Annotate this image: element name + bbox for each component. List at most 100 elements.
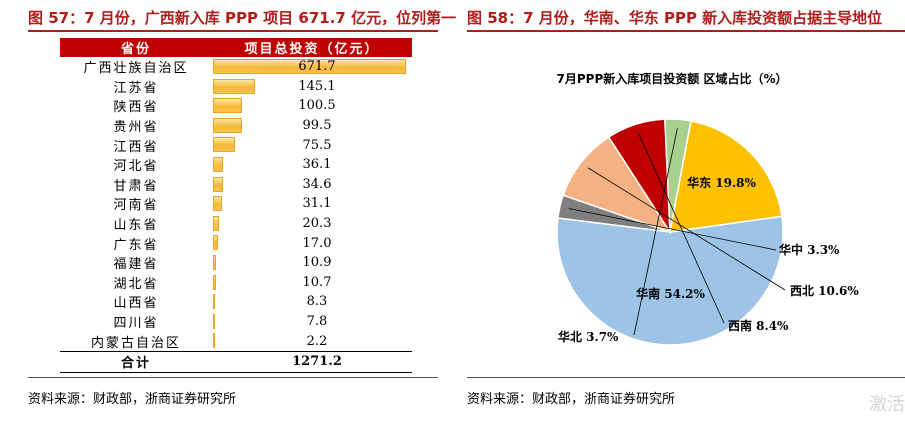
- investment-value: 10.9: [302, 255, 332, 271]
- province-cell: 江苏省: [113, 80, 159, 96]
- investment-value: 99.5: [302, 118, 332, 134]
- investment-cell: 145.1: [212, 77, 412, 97]
- pie-leader-line-华北: [633, 128, 678, 336]
- investment-bar: [213, 215, 219, 231]
- investment-value: 671.7: [298, 59, 336, 75]
- province-cell: 河北省: [113, 159, 159, 175]
- province-cell: 广东省: [113, 237, 159, 253]
- province-cell: 山西省: [113, 296, 159, 312]
- investment-bar: [213, 333, 215, 349]
- pie-slice-华东: [669, 120, 783, 233]
- investment-cell: 2.2: [212, 331, 412, 351]
- investment-value: 75.5: [302, 137, 332, 153]
- table-body: 广西壮族自治区 671.7 江苏省 145.1 陕西省 100.5 贵州省 99.5 江西省 75…: [60, 57, 412, 373]
- column-header-province: 省份: [60, 38, 212, 57]
- investment-cell: 100.5: [212, 96, 412, 116]
- table-row: 江苏省 145.1: [60, 77, 412, 97]
- pie-leader-line-华中: [568, 208, 777, 251]
- investment-value: 17.0: [302, 235, 332, 251]
- pie-leader-line-西北: [587, 167, 786, 291]
- right-title-rule: [467, 30, 905, 32]
- investment-bar: [213, 254, 217, 270]
- pie-slice-华南: [556, 215, 784, 346]
- pie-slice-西北: [562, 136, 672, 234]
- total-label: 合计: [60, 350, 212, 373]
- pie-label-华中: 华中 3.3%: [779, 242, 840, 257]
- table-row: 江西省 75.5: [60, 135, 412, 155]
- province-cell: 内蒙古自治区: [90, 335, 181, 351]
- total-row: 合计 1271.2: [60, 350, 412, 373]
- investment-bar: [213, 274, 217, 290]
- table-row: 山西省 8.3: [60, 292, 412, 312]
- province-cell: 四川省: [113, 316, 159, 332]
- right-bottom-rule: [467, 377, 905, 378]
- pie-label-华南: 华南 54.2%: [636, 286, 705, 301]
- pie-label-华北: 华北 3.7%: [558, 329, 619, 344]
- investment-cell: 99.5: [212, 116, 412, 136]
- pie-label-西南: 西南 8.4%: [728, 318, 789, 333]
- left-title-rule: [28, 30, 438, 32]
- table-row: 陕西省 100.5: [60, 96, 412, 116]
- investment-cell: 17.0: [212, 233, 412, 253]
- investment-cell: 20.3: [212, 214, 412, 234]
- right-figure-title: 图 58：7 月份，华南、华东 PPP 新入库投资额占据主导地位: [467, 9, 883, 27]
- total-value: 1271.2: [212, 350, 412, 373]
- pie-title: 7月PPP新入库项目投资额 区域占比（%）: [557, 71, 788, 86]
- investment-bar: [213, 235, 218, 251]
- investment-bar: [213, 98, 242, 114]
- left-bottom-rule: [28, 377, 438, 378]
- investment-bar: [213, 59, 406, 74]
- investment-cell: 31.1: [212, 194, 412, 214]
- table-row: 福建省 10.9: [60, 253, 412, 273]
- table-row: 河南省 31.1: [60, 194, 412, 214]
- table-row: 甘肃省 34.6: [60, 175, 412, 195]
- province-cell: 江西省: [113, 139, 159, 155]
- table-row: 河北省 36.1: [60, 155, 412, 175]
- table-row: 湖北省 10.7: [60, 273, 412, 293]
- investment-cell: 7.8: [212, 312, 412, 332]
- investment-value: 31.1: [302, 196, 332, 212]
- column-header-investment: 项目总投资（亿元）: [212, 38, 412, 57]
- province-cell: 广西壮族自治区: [83, 61, 189, 77]
- table-row: 四川省 7.8: [60, 312, 412, 332]
- investment-cell: 34.6: [212, 175, 412, 195]
- investment-bar: [213, 176, 223, 192]
- pie-label-华东: 华东 19.8%: [687, 175, 756, 190]
- investment-cell: 8.3: [212, 292, 412, 312]
- left-figure-title: 图 57：7 月份，广西新入库 PPP 项目 671.7 亿元，位列第一: [28, 9, 457, 27]
- investment-value: 20.3: [302, 216, 332, 232]
- investment-value: 100.5: [298, 98, 336, 114]
- province-cell: 贵州省: [113, 120, 159, 136]
- province-cell: 陕西省: [113, 100, 159, 116]
- investment-value: 7.8: [306, 314, 328, 330]
- investment-bar: [213, 137, 235, 153]
- table-row: 贵州省 99.5: [60, 116, 412, 136]
- investment-bar: [213, 156, 224, 172]
- province-cell: 河南省: [113, 198, 159, 214]
- province-cell: 湖北省: [113, 276, 159, 292]
- investment-value: 10.7: [302, 274, 332, 290]
- province-investment-table: 省份 项目总投资（亿元） 广西壮族自治区 671.7 江苏省 145.1 陕西省 100.…: [60, 38, 412, 373]
- table-row: 山东省 20.3: [60, 214, 412, 234]
- province-cell: 福建省: [113, 257, 159, 273]
- investment-cell: 10.9: [212, 253, 412, 273]
- right-source-note: 资料来源：财政部，浙商证券研究所: [467, 392, 676, 407]
- table-row: 广东省 17.0: [60, 233, 412, 253]
- pie-leader-line-西南: [637, 132, 725, 324]
- investment-cell: 10.7: [212, 273, 412, 293]
- investment-value: 145.1: [298, 78, 336, 94]
- investment-cell: 671.7: [212, 57, 412, 77]
- left-source-note: 资料来源：财政部，浙商证券研究所: [28, 392, 237, 407]
- investment-bar: [213, 313, 216, 329]
- investment-bar: [213, 78, 255, 94]
- investment-bar: [213, 117, 242, 133]
- investment-bar: [213, 196, 222, 212]
- investment-cell: 75.5: [212, 135, 412, 155]
- province-cell: 山东省: [113, 218, 159, 234]
- pie-label-西北: 西北 10.6%: [790, 283, 859, 298]
- investment-value: 2.2: [306, 333, 328, 349]
- table-row: 内蒙古自治区 2.2: [60, 331, 412, 351]
- investment-value: 8.3: [306, 294, 328, 310]
- investment-cell: 36.1: [212, 155, 412, 175]
